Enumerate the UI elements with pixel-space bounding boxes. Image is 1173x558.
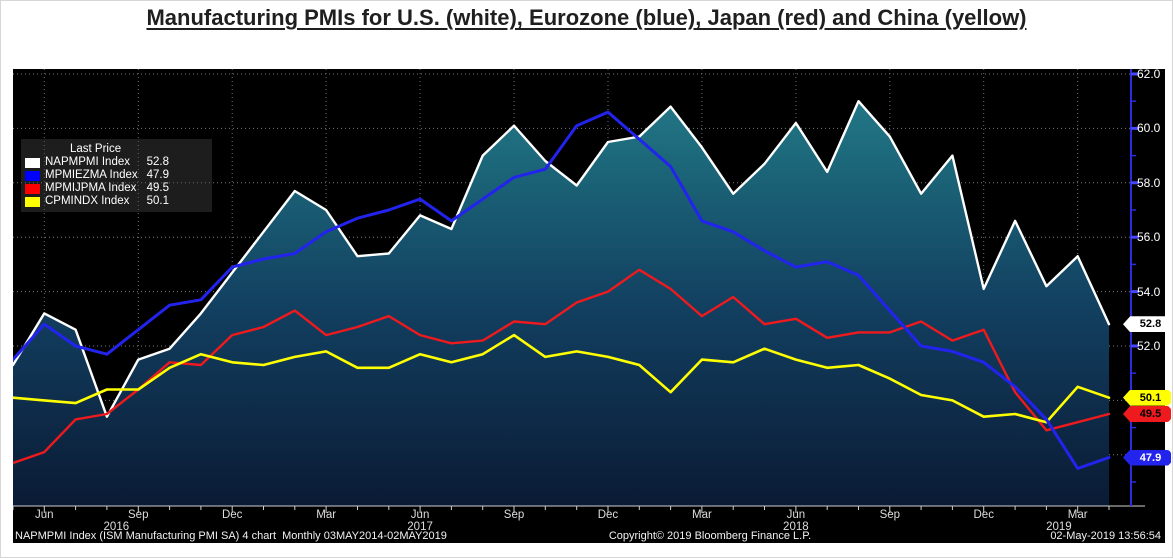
last-price-bubble: 50.1 [1123, 389, 1171, 406]
x-axis-month-label: Mar [316, 509, 337, 521]
y-axis-tick-label: 52.0 [1137, 339, 1161, 353]
legend-last-price-value: 52.8 [146, 156, 169, 168]
legend-header: Last Price [70, 143, 122, 155]
x-axis-year-label: 2018 [783, 521, 809, 533]
chart-plot-area[interactable] [13, 69, 1165, 543]
legend-row[interactable]: CPMINDX Index 50.1 [25, 195, 212, 208]
x-axis-month-label: Sep [879, 509, 901, 521]
x-axis-year-label: 2017 [407, 521, 433, 533]
series-line-japan [13, 268, 1111, 465]
legend-swatch [25, 170, 40, 181]
legend-last-price-value: 50.1 [146, 195, 169, 207]
footer-copyright: Copyright© 2019 Bloomberg Finance L.P. [608, 530, 812, 542]
legend-ticker-label: NAPMPMI Index [45, 156, 130, 168]
y-axis-tick-label: 54.0 [1137, 284, 1161, 299]
legend-row[interactable]: MPMIEZMA Index 47.9 [25, 169, 212, 182]
x-axis-month-label: Dec [221, 509, 243, 521]
legend-row[interactable]: NAPMPMI Index 52.8 [25, 156, 212, 169]
series-line-china [13, 333, 1111, 424]
y-axis-tick-label: 62.0 [1137, 67, 1161, 81]
footer-timestamp: 02-May-2019 13:56:54 [1050, 530, 1161, 542]
legend-last-price-value: 49.5 [146, 182, 169, 194]
x-axis-month-label: Sep [503, 509, 525, 521]
x-axis-month-label: Jun [35, 509, 54, 521]
last-price-bubble: 52.8 [1123, 316, 1171, 333]
x-axis-month-label: Dec [597, 509, 619, 521]
y-axis-tick-label: 60.0 [1137, 121, 1161, 136]
chart-footer: NAPMPMI Index (ISM Manufacturing PMI SA)… [13, 529, 1165, 543]
legend-last-price-value: 47.9 [146, 169, 169, 181]
legend-ticker-label: CPMINDX Index [45, 195, 130, 207]
x-axis-year-label: 2019 [1046, 521, 1072, 533]
x-axis-month-label: Mar [692, 509, 712, 521]
series-line-eurozone [13, 110, 1111, 470]
chart-legend: Last Price NAPMPMI Index 52.8 MPMIEZMA Ind… [21, 139, 212, 212]
footer-source-text: NAPMPMI Index (ISM Manufacturing PMI SA)… [15, 530, 447, 542]
legend-ticker-label: MPMIJPMA Index [45, 182, 137, 194]
page-title: Manufacturing PMIs for U.S. (white), Eur… [146, 5, 1027, 30]
y-axis-tick-label: 56.0 [1137, 230, 1161, 245]
chart-panel: Last Price NAPMPMI Index 52.8 MPMIEZMA Ind… [13, 67, 1171, 543]
series-line-us [13, 100, 1111, 418]
last-price-bubble: 49.5 [1123, 406, 1171, 422]
legend-ticker-label: MPMIEZMA Index [45, 169, 138, 181]
legend-swatch [25, 196, 40, 207]
legend-swatch [25, 183, 40, 194]
x-axis-month-label: Jun [410, 509, 430, 521]
last-price-bubble: 47.9 [1123, 449, 1171, 466]
x-axis-month-label: Jun [786, 509, 806, 521]
y-axis-tick-label: 58.0 [1137, 175, 1161, 190]
legend-rows: NAPMPMI Index 52.8 MPMIEZMA Index 47.9 MPMIJ… [25, 156, 212, 208]
x-axis-year-label: 2016 [103, 521, 130, 533]
legend-swatch [25, 157, 40, 168]
x-axis-month-label: Dec [973, 509, 994, 521]
x-axis-month-label: Mar [1067, 509, 1088, 521]
x-axis-month-label: Sep [128, 509, 149, 521]
legend-row[interactable]: MPMIJPMA Index 49.5 [25, 182, 212, 195]
